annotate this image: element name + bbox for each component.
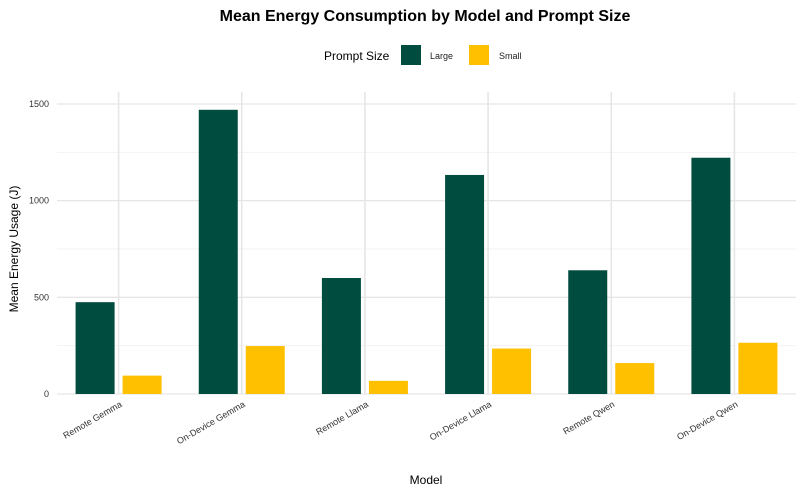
y-tick-label: 0 bbox=[44, 389, 49, 399]
x-tick-label: Remote Llama bbox=[314, 399, 370, 437]
bar-small-5 bbox=[738, 342, 778, 394]
bar-large-0 bbox=[75, 302, 115, 394]
legend-label-large: Large bbox=[430, 51, 453, 61]
bar-large-1 bbox=[198, 109, 238, 395]
legend-title: Prompt Size bbox=[324, 49, 390, 63]
legend: Prompt Size Large Small bbox=[324, 45, 522, 65]
x-axis-title: Model bbox=[410, 473, 443, 487]
x-tick-label: On-Device Qwen bbox=[675, 399, 739, 442]
y-axis-ticks: 0 500 1000 1500 bbox=[29, 99, 49, 399]
bar-small-3 bbox=[492, 348, 532, 394]
bar-small-1 bbox=[245, 346, 285, 394]
y-tick-label: 1500 bbox=[29, 99, 49, 109]
bar-small-0 bbox=[122, 375, 162, 394]
bar-large-5 bbox=[691, 157, 731, 394]
bar-small-4 bbox=[615, 363, 655, 394]
x-tick-label: On-Device Gemma bbox=[175, 399, 247, 446]
x-axis-ticks: Remote Gemma On-Device Gemma Remote Llama O… bbox=[61, 399, 739, 446]
legend-swatch-large bbox=[401, 45, 421, 65]
legend-swatch-small bbox=[469, 45, 489, 65]
x-tick-label: Remote Gemma bbox=[61, 399, 123, 441]
bar-large-3 bbox=[445, 174, 485, 394]
bar-small-2 bbox=[368, 380, 408, 394]
legend-label-small: Small bbox=[499, 51, 522, 61]
bar-large-4 bbox=[568, 270, 608, 394]
bars bbox=[75, 109, 778, 395]
x-tick-label: Remote Qwen bbox=[561, 399, 616, 436]
x-tick-label: On-Device Llama bbox=[428, 399, 493, 442]
bar-large-2 bbox=[321, 278, 361, 394]
y-tick-label: 500 bbox=[34, 292, 49, 302]
grid bbox=[57, 92, 796, 395]
y-tick-label: 1000 bbox=[29, 196, 49, 206]
y-axis-title: Mean Energy Usage (J) bbox=[7, 186, 21, 313]
chart-title: Mean Energy Consumption by Model and Pro… bbox=[220, 8, 631, 25]
